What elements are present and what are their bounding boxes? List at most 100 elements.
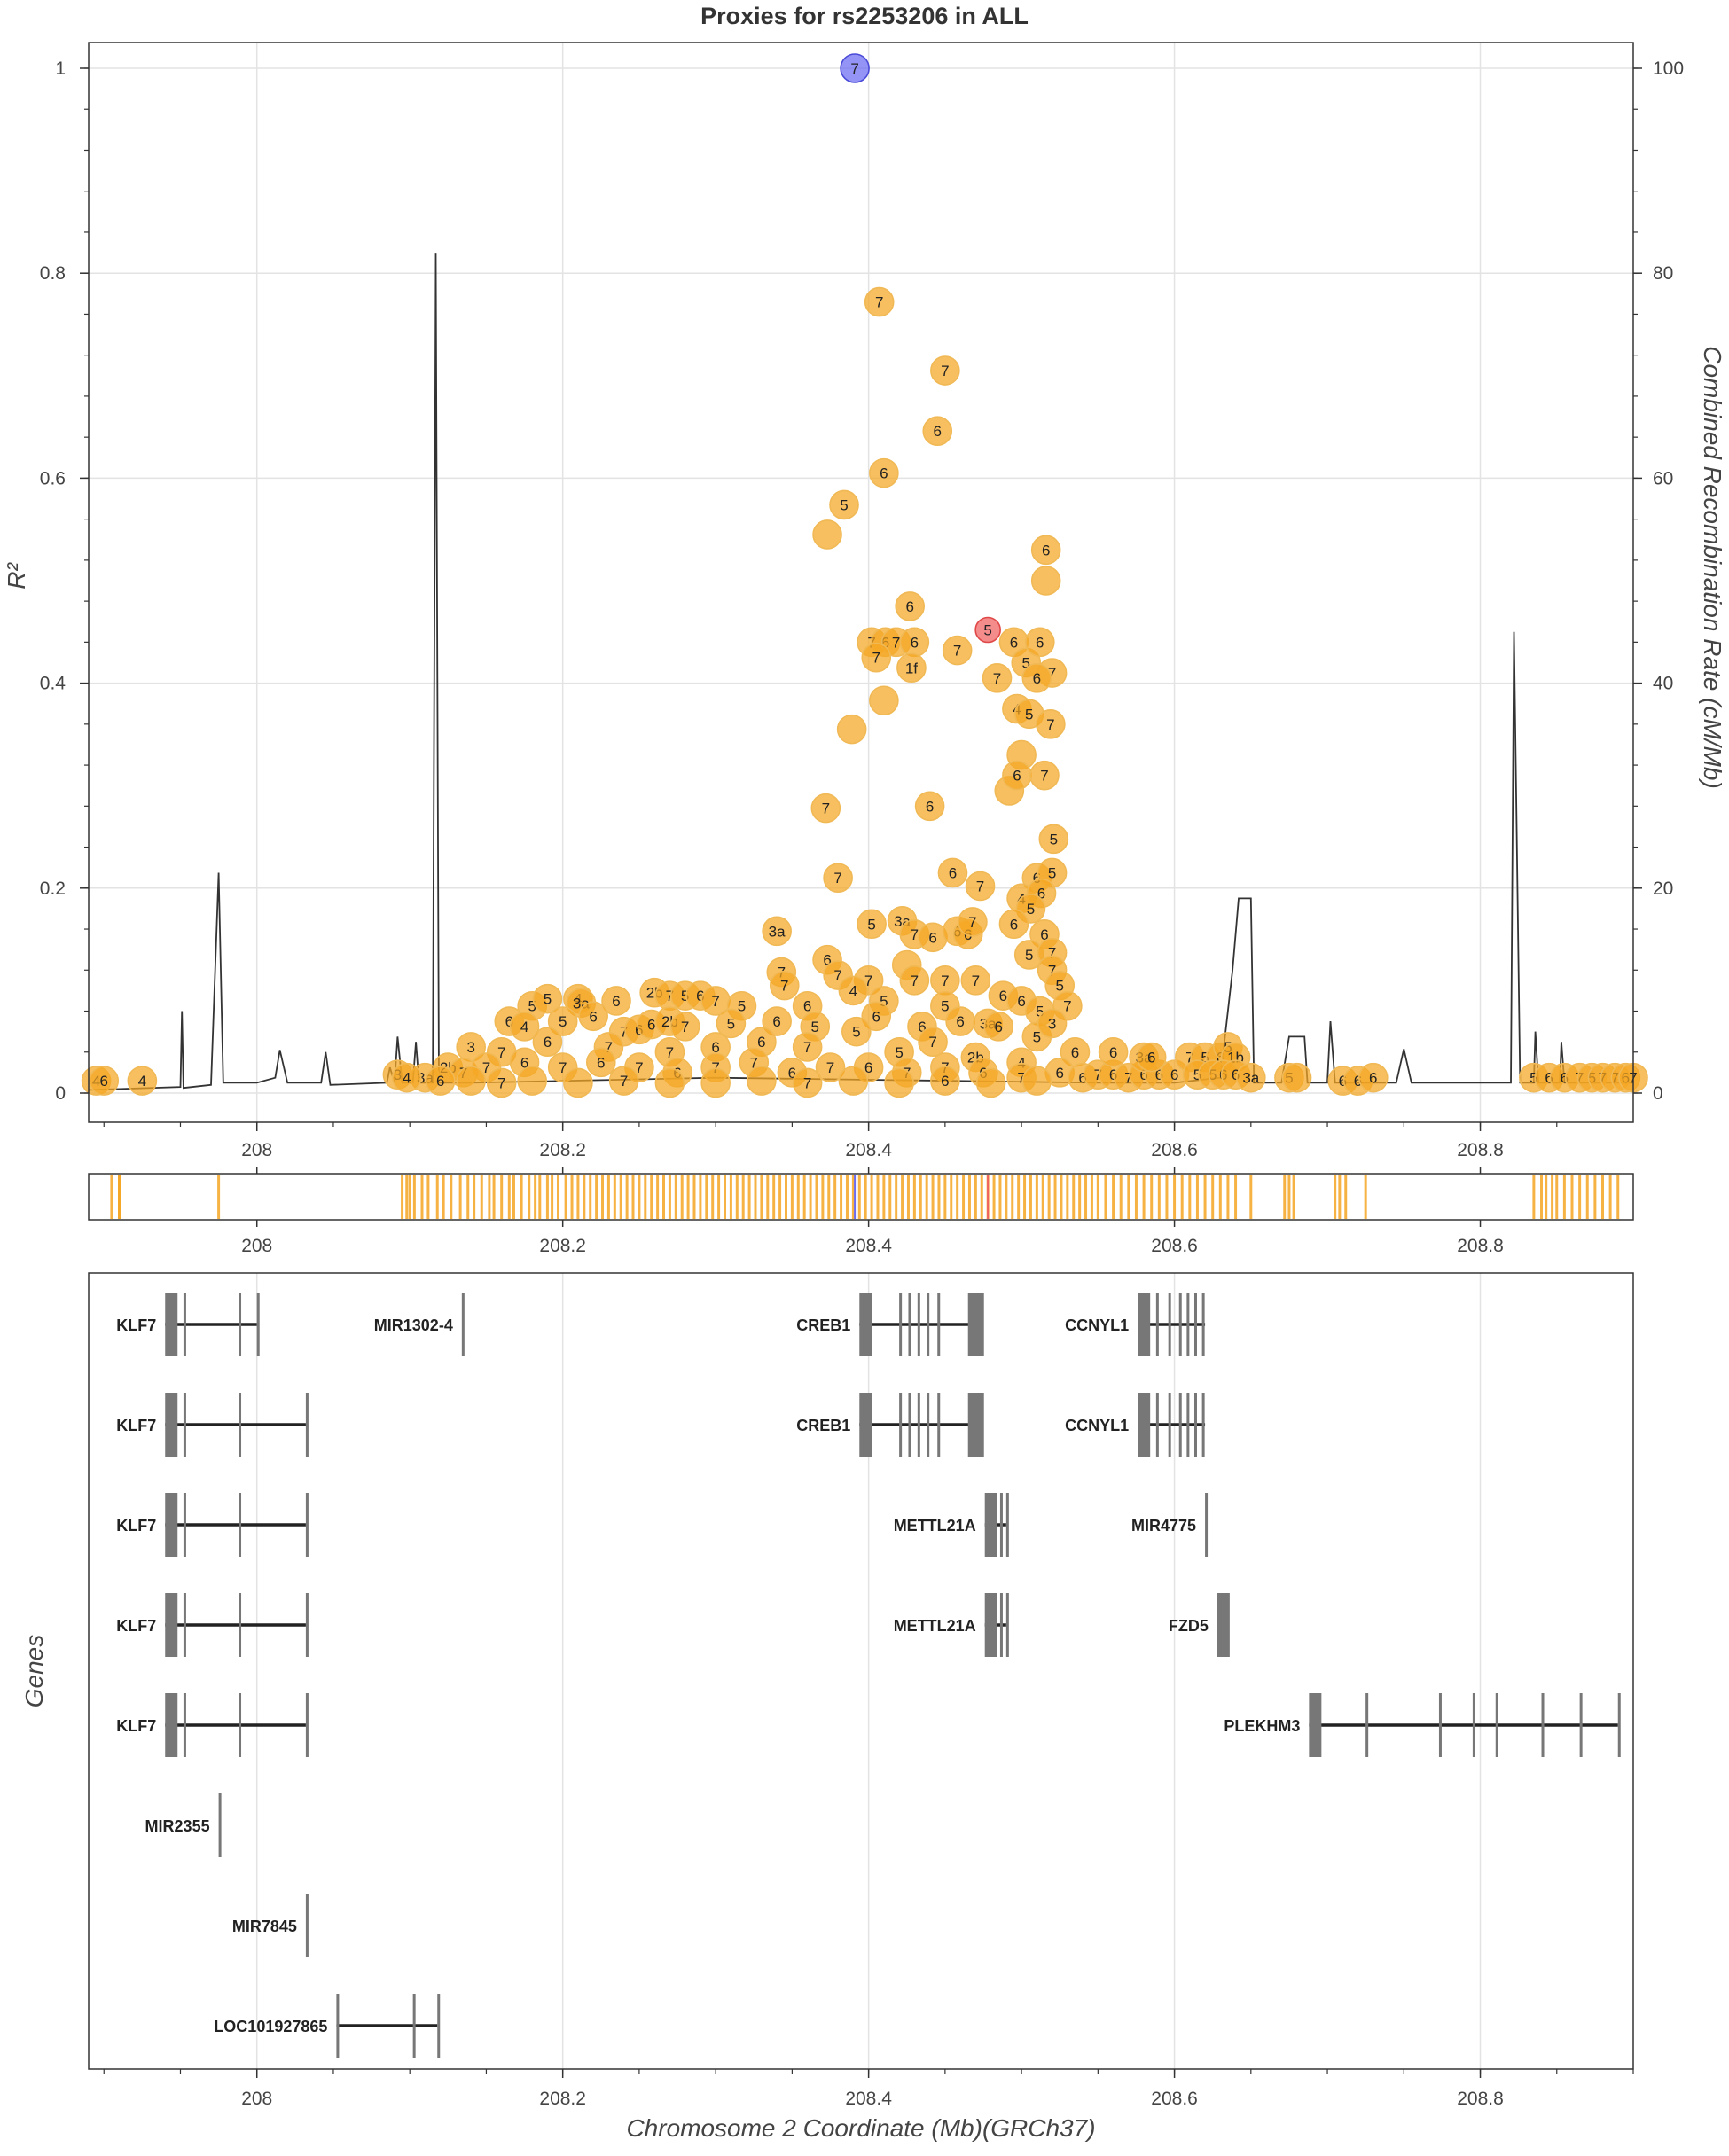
y2-axis-label: Combined Recombination Rate (cM/Mb) [1699,346,1726,789]
gene-plekhm3: PLEKHM3 [1224,1693,1621,1757]
proxy-point-label: 6 [597,1054,605,1071]
proxy-point-label: 7 [635,1059,643,1076]
gene-exon [859,1393,872,1457]
proxy-point-label: 6 [880,465,888,482]
gene-exon [917,1393,920,1457]
genes-x-tick-label: 208.6 [1151,2089,1198,2109]
proxy-point-label: 6 [999,988,1007,1004]
proxy-point-label: 7 [1185,1050,1193,1066]
y-tick-label: 0 [55,1083,66,1104]
gene-klf7: KLF7 [116,1693,309,1757]
proxy-point-label: 6 [926,798,934,815]
gene-label: CREB1 [796,1316,850,1334]
proxy-point-label: 7 [822,801,830,817]
proxy-point-label: 6 [544,1034,552,1051]
gene-exon [1005,1593,1009,1657]
proxy-point-label: 6 [1042,542,1050,559]
gene-exon [239,1693,242,1757]
proxy-point [810,793,841,824]
proxy-point-label: 6 [1545,1070,1553,1087]
proxy-point-label: 5 [528,998,536,1015]
proxy-point [930,1066,960,1096]
gene-label: CREB1 [796,1417,850,1434]
gene-exon [1178,1393,1182,1457]
proxy-point [895,591,925,621]
genes-axis-label: Genes [20,1635,48,1708]
gene-exon [239,1493,242,1557]
gene-exon [183,1293,186,1356]
proxy-point [608,1066,639,1096]
genes-grid [255,1273,1482,2069]
y2-tick-label: 60 [1653,468,1673,488]
proxy-point-label: 6 [1010,634,1018,651]
gene-label: FZD5 [1169,1617,1209,1635]
gene-exon [239,1393,242,1457]
gene-exon [165,1393,178,1457]
proxy-point [829,489,859,520]
proxy-point-label: 6 [788,1065,796,1082]
proxy-point [391,1062,422,1093]
gene-exon [1541,1693,1545,1757]
highlight-snp-point [974,616,1001,644]
gene-exon [1205,1493,1209,1557]
proxy-point [1357,1062,1389,1093]
gene-label: MIR1302-4 [374,1316,453,1334]
gene-exon [412,1994,416,2058]
gene-label: KLF7 [116,1316,156,1334]
proxy-point-label: 6 [647,1017,655,1034]
proxy-point-label: 6 [1033,870,1041,887]
proxy-point [914,791,945,822]
proxy-point [812,519,842,550]
proxy-point-label: 6 [612,993,620,1010]
recombination-rate-line [88,253,1633,1091]
gene-creb1: CREB1 [796,1393,984,1457]
proxy-point [918,1027,948,1057]
proxy-point [654,1067,685,1098]
proxy-point [958,907,988,937]
gene-exon [1495,1693,1498,1757]
proxy-point-label: 6 [520,1054,528,1071]
gene-mir4775: MIR4775 [1131,1493,1209,1557]
gene-exon [967,1393,984,1457]
proxy-point-label: 7 [559,1059,567,1076]
gene-klf7: KLF7 [116,1393,309,1457]
proxy-point [838,975,869,1006]
gene-exon [984,1593,998,1657]
proxy-point-label: 3a [1242,1070,1259,1087]
proxy-point-label: 7 [833,870,841,887]
proxy-point [982,663,1013,693]
genes-x-tick-label: 208.8 [1457,2089,1504,2109]
proxy-point-label: 5 [840,496,848,513]
gene-exon [908,1293,911,1356]
y-axis-label: R² [3,562,30,590]
proxy-point-label: 5 [1025,706,1033,723]
proxy-point [563,1067,593,1098]
proxy-point-label: 7 [605,1039,613,1056]
proxy-point-label: 6 [1109,1044,1117,1061]
proxy-point [1024,627,1055,658]
proxy-point-label: 4 [849,982,857,999]
y-tick-label: 0.6 [40,468,66,488]
gene-exon [1168,1393,1171,1457]
proxy-point-label: 6 [928,929,936,946]
proxy-point-label: 7 [826,1059,834,1076]
x-axis-top: 208 208.2 208.4 208.6 208.8 [103,1122,1558,1160]
gene-exon [1309,1693,1322,1757]
proxy-point-label: 5 [1025,947,1033,964]
gene-exon [1217,1593,1230,1657]
y-tick-label: 1 [55,59,66,79]
gene-exon [1365,1693,1369,1757]
proxy-point-label: 6 [1109,1066,1117,1083]
proxy-point-label: 6 [772,1013,780,1030]
proxy-point-label: 3 [466,1039,474,1056]
y2-tick-label: 40 [1653,674,1673,694]
gene-creb1: CREB1 [796,1293,984,1356]
proxy-point [998,909,1029,940]
x-tick-label: 208.8 [1457,1140,1504,1160]
gene-exon [218,1793,222,1857]
proxy-point-label: 6 [911,634,919,651]
proxy-point-label: 7 [941,973,949,989]
proxy-point [861,1001,892,1032]
proxy-point-label: 7 [1048,665,1056,682]
proxy-point-label: 6 [505,1013,513,1030]
